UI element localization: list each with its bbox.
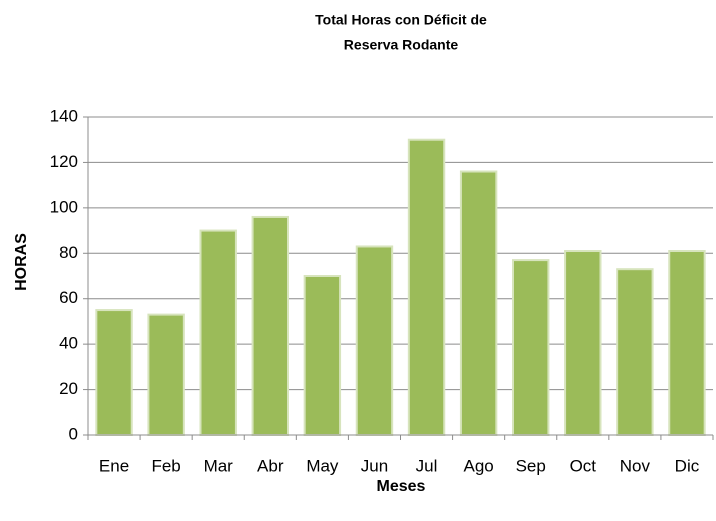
- x-tick-label: Ago: [464, 456, 494, 475]
- x-tick-label: Sep: [516, 456, 546, 475]
- x-tick-label: Jul: [416, 456, 438, 475]
- y-tick-label: 20: [59, 379, 78, 398]
- bar: [459, 170, 498, 436]
- x-axis-title: Meses: [377, 478, 426, 495]
- bar: [512, 259, 550, 436]
- bar: [407, 138, 446, 436]
- x-tick-label: Ene: [99, 456, 129, 475]
- x-tick-label: Nov: [620, 456, 651, 475]
- x-tick-label: Mar: [204, 456, 234, 475]
- x-tick-label: Dic: [675, 456, 700, 475]
- x-tick-label: Abr: [257, 456, 284, 475]
- y-tick-label: 80: [59, 243, 78, 262]
- y-tick-label: 40: [59, 334, 78, 353]
- bar: [303, 275, 342, 436]
- bar: [668, 250, 706, 436]
- y-tick-label: 60: [59, 288, 78, 307]
- y-tick-label: 120: [50, 152, 78, 171]
- y-tick-label: 100: [50, 197, 78, 216]
- y-tick-label: 140: [50, 106, 78, 125]
- y-tick-label: 0: [69, 424, 78, 443]
- y-axis-title: HORAS: [13, 233, 30, 291]
- bar: [616, 268, 654, 436]
- x-tick-label: May: [306, 456, 339, 475]
- bar: [355, 245, 394, 436]
- bar: [564, 250, 602, 436]
- bar: [147, 313, 185, 436]
- bar: [199, 229, 237, 436]
- chart-title: Reserva Rodante: [344, 37, 459, 53]
- x-tick-label: Jun: [361, 456, 388, 475]
- x-tick-label: Oct: [570, 456, 597, 475]
- x-tick-label: Feb: [151, 456, 180, 475]
- bar: [95, 309, 133, 437]
- chart-title: Total Horas con Déficit de: [315, 12, 487, 28]
- bar: [251, 215, 289, 436]
